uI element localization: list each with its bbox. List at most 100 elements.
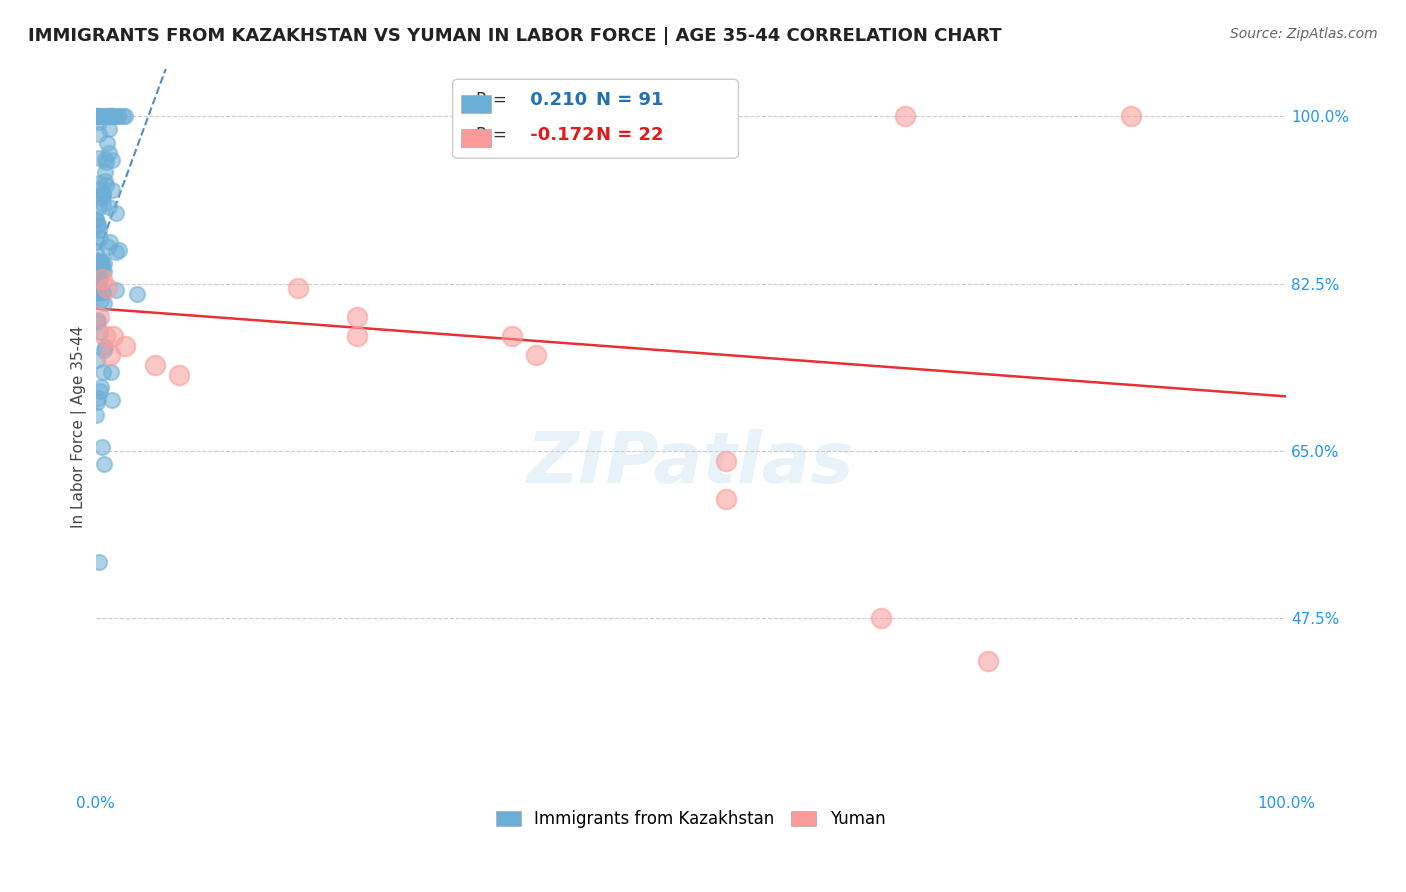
Point [89,310,111,325]
Point [90,256,112,270]
Point [127,286,149,301]
Point [91,261,114,276]
Point [87,223,110,237]
Point [167,368,190,382]
Point [91,365,114,379]
Point [93,264,115,278]
Point [90,293,112,307]
Text: ZIPatlas: ZIPatlas [527,428,855,498]
Point [87,114,110,128]
Point [101,109,124,123]
Point [90,272,112,286]
Point [105,245,128,260]
Point [94,154,117,169]
Point [90,285,112,299]
Point [101,153,124,167]
Point [1121,109,1143,123]
Point [93,343,115,358]
Point [98,348,121,362]
Point [91,188,114,202]
Point [101,183,124,197]
Point [91,186,114,200]
Point [346,329,368,343]
Point [501,329,523,343]
Point [86,212,108,227]
Point [96,178,118,192]
Point [84,408,107,422]
Point [84,244,107,258]
Point [101,109,124,123]
Point [114,339,136,353]
Point [93,340,115,354]
Point [98,109,121,123]
Point [96,281,118,295]
Point [93,152,115,166]
Point [107,109,129,123]
Point [87,218,110,232]
Point [86,235,108,250]
Point [86,109,108,123]
Point [98,235,121,250]
Point [93,256,115,270]
Legend: Immigrants from Kazakhstan, Yuman: Immigrants from Kazakhstan, Yuman [489,804,891,835]
Text: R =: R = [477,126,508,144]
Point [86,395,108,409]
Point [84,211,107,226]
Point [84,268,107,283]
Point [561,109,583,123]
Point [89,285,111,300]
Point [91,191,114,205]
Point [143,358,166,372]
Point [94,329,117,343]
Point [89,254,111,268]
Point [90,254,112,268]
Point [346,310,368,325]
Y-axis label: In Labor Force | Age 35-44: In Labor Force | Age 35-44 [72,326,87,528]
Point [91,197,114,211]
Point [87,200,110,214]
Point [87,277,110,292]
Point [894,109,917,123]
Point [108,244,131,258]
Point [94,164,117,178]
FancyBboxPatch shape [461,95,491,113]
Point [87,391,110,405]
Point [87,152,110,166]
Point [89,555,111,569]
Point [91,285,114,299]
Point [524,348,547,362]
Point [114,109,136,123]
Point [86,286,108,301]
Point [86,353,108,368]
Point [86,270,108,285]
Point [86,219,108,233]
Point [287,281,309,295]
Point [86,109,108,123]
Point [103,109,125,123]
Point [93,296,115,310]
Point [97,146,120,161]
Point [98,122,121,136]
Point [870,611,893,625]
Point [977,655,1000,669]
Point [96,136,118,150]
Text: Source: ZipAtlas.com: Source: ZipAtlas.com [1230,27,1378,41]
Point [93,458,115,472]
Text: N = 22: N = 22 [596,126,664,144]
Point [89,181,111,195]
Point [87,109,110,123]
Point [89,260,111,275]
Point [89,176,111,190]
Point [100,392,122,407]
Point [112,109,135,123]
Text: -0.172: -0.172 [524,126,595,144]
Point [97,201,120,215]
Point [91,441,114,455]
Point [89,384,111,398]
Point [87,127,110,141]
Text: N = 91: N = 91 [596,91,664,109]
Point [90,380,112,394]
Point [89,273,111,287]
Point [84,269,107,284]
Point [89,230,111,244]
